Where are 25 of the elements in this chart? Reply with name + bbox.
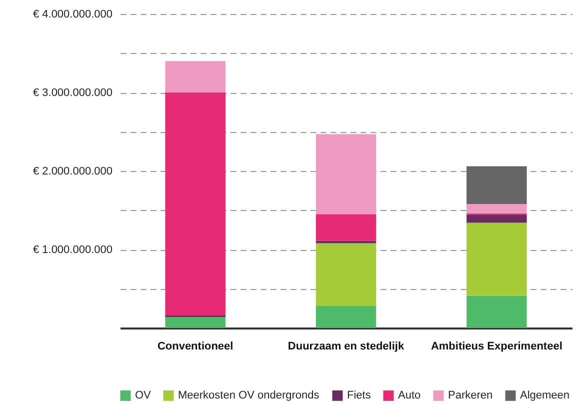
y-tick-label: € 2.000.000.000: [32, 166, 112, 178]
x-tick-label: Duurzaam en stedelijk: [288, 340, 405, 352]
bar: [466, 296, 527, 328]
legend-label: Parkeren: [448, 390, 493, 402]
y-tick-label: € 3.000.000.000: [32, 87, 112, 99]
legend-label: OV: [135, 390, 152, 402]
bar: [466, 204, 527, 214]
bar: [316, 214, 376, 241]
bar: [316, 243, 376, 306]
bar: [466, 222, 527, 296]
bar: [316, 134, 376, 214]
legend-label: Auto: [398, 390, 421, 402]
legend-label: Fiets: [347, 390, 372, 402]
bar: [165, 92, 226, 316]
legend-label: Algemeen: [520, 390, 570, 402]
x-tick-label: Ambitieus Experimenteel: [430, 340, 562, 352]
bar: [165, 61, 226, 92]
bar: [466, 214, 527, 223]
y-tick-label: € 1.000.000.000: [32, 244, 112, 256]
legend-label: Meerkosten OV ondergronds: [178, 390, 320, 402]
bar: [165, 317, 226, 328]
x-tick-label: Conventioneel: [157, 340, 234, 352]
bar: [316, 306, 376, 328]
y-tick-label: € 4.000.000.000: [32, 8, 112, 20]
bar: [466, 166, 527, 204]
